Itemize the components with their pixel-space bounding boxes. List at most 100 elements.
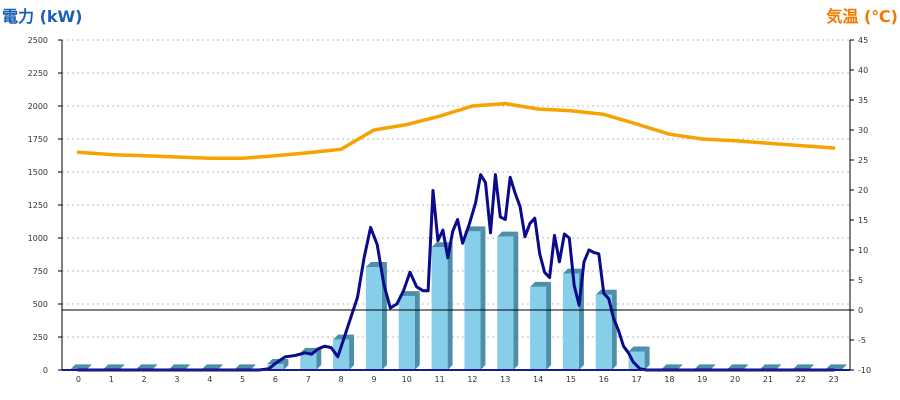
x-tick-label: 11 [434,375,444,384]
power-bar [398,291,420,370]
left-tick-label: 1000 [28,234,48,243]
power-bar-side [414,291,420,370]
left-tick-label: 2000 [28,102,48,111]
x-tick-label: 17 [631,375,641,384]
left-tick-label: 2250 [28,69,48,78]
left-tick-label: 750 [33,267,48,276]
power-bar [628,346,650,370]
power-bar [464,226,486,370]
power-bar-top [136,364,158,370]
power-bar-side [513,231,519,370]
right-tick-label: 10 [858,246,868,255]
right-tick-label: 30 [858,126,868,135]
right-tick-label: 20 [858,186,868,195]
power-bar-top [234,364,256,370]
x-tick-label: 22 [796,375,806,384]
temperature-line [76,101,836,160]
axes: 0 250 5 0 0 750 1000 1250 1500 1750 2000 2250 2500 -1… [28,36,871,384]
right-tick-label: -5 [858,336,866,345]
power-bar-front [628,351,645,370]
x-tick-label: 23 [828,375,838,384]
x-tick-label: 6 [273,375,278,384]
power-bar-side [349,334,355,370]
power-bar-top [70,364,92,370]
power-bar-side [644,346,650,370]
x-tick-label: 19 [697,375,707,384]
x-tick-label: 5 [240,375,245,384]
power-bar-front [267,364,284,370]
x-tick-label: 3 [174,375,179,384]
x-tick-label: 0 [76,375,81,384]
power-bar-top [661,364,683,370]
power-bar [431,242,453,370]
right-tick-label: 0 [858,306,863,315]
right-tick-label: 15 [858,216,868,225]
power-bar-top [628,346,650,352]
power-bar-front [398,296,415,370]
power-bar-front [431,247,448,370]
x-tick-label: 9 [371,375,376,384]
x-tick-label: 10 [402,375,412,384]
x-tick-label: 4 [207,375,212,384]
power-bar-top [530,281,552,287]
grid [62,39,850,338]
x-tick-label: 7 [306,375,311,384]
x-tick-label: 15 [566,375,576,384]
power-bar [530,281,552,370]
power-bar-side [316,347,322,370]
power-bar-front [333,339,350,370]
left-tick-label: 1750 [28,135,48,144]
left-tick-label: 1500 [28,168,48,177]
left-tick-label: 2500 [28,36,48,45]
power-bar-top [168,364,190,370]
power-bar-top [431,242,453,248]
left-axis-title: 電力 (kW) [2,7,83,26]
x-tick-label: 18 [664,375,674,384]
power-bar-side [841,364,847,370]
power-bar-top [103,364,125,370]
left-tick-label: 250 [33,333,48,342]
x-tick-label: 14 [533,375,543,384]
power-bar-top [595,289,617,295]
x-tick-label: 2 [142,375,147,384]
left-tick-label: 0 [43,366,48,375]
power-bar-front [595,294,612,370]
x-tick-label: 20 [730,375,740,384]
power-bar-top [825,364,847,370]
power-line [76,173,836,372]
x-tick-label: 16 [599,375,609,384]
x-tick-label: 13 [500,375,510,384]
power-bar [497,231,519,370]
power-bar-front [365,267,382,370]
temperature-series [76,101,836,160]
right-tick-label: 25 [858,156,868,165]
x-tick-label: 12 [467,375,477,384]
left-tick-label: 1250 [28,201,48,210]
power-bar-top [497,231,519,237]
power-bar-front [562,273,579,370]
right-tick-label: 35 [858,96,868,105]
power-bar-front [530,286,547,370]
right-tick-label: -10 [858,366,871,375]
right-tick-label: 45 [858,36,868,45]
power-bar [300,347,322,370]
right-tick-label: 40 [858,66,868,75]
power-bar-front [497,236,514,370]
power-bar-top [201,364,223,370]
power-bar-side [283,359,289,370]
power-bar-top [727,364,749,370]
x-tick-label: 1 [109,375,114,384]
right-tick-label: 5 [858,276,863,285]
power-bar-front [300,352,317,370]
power-bar-side [447,242,453,370]
x-tick-label: 8 [339,375,344,384]
power-bar-top [694,364,716,370]
power-bar [595,289,617,370]
right-axis-title: 気温 (℃) [826,7,898,26]
x-tick-label: 21 [763,375,773,384]
power-bar-top [759,364,781,370]
power-bar-side [480,226,486,370]
power-bar-front [464,231,481,370]
power-bar-top [792,364,814,370]
